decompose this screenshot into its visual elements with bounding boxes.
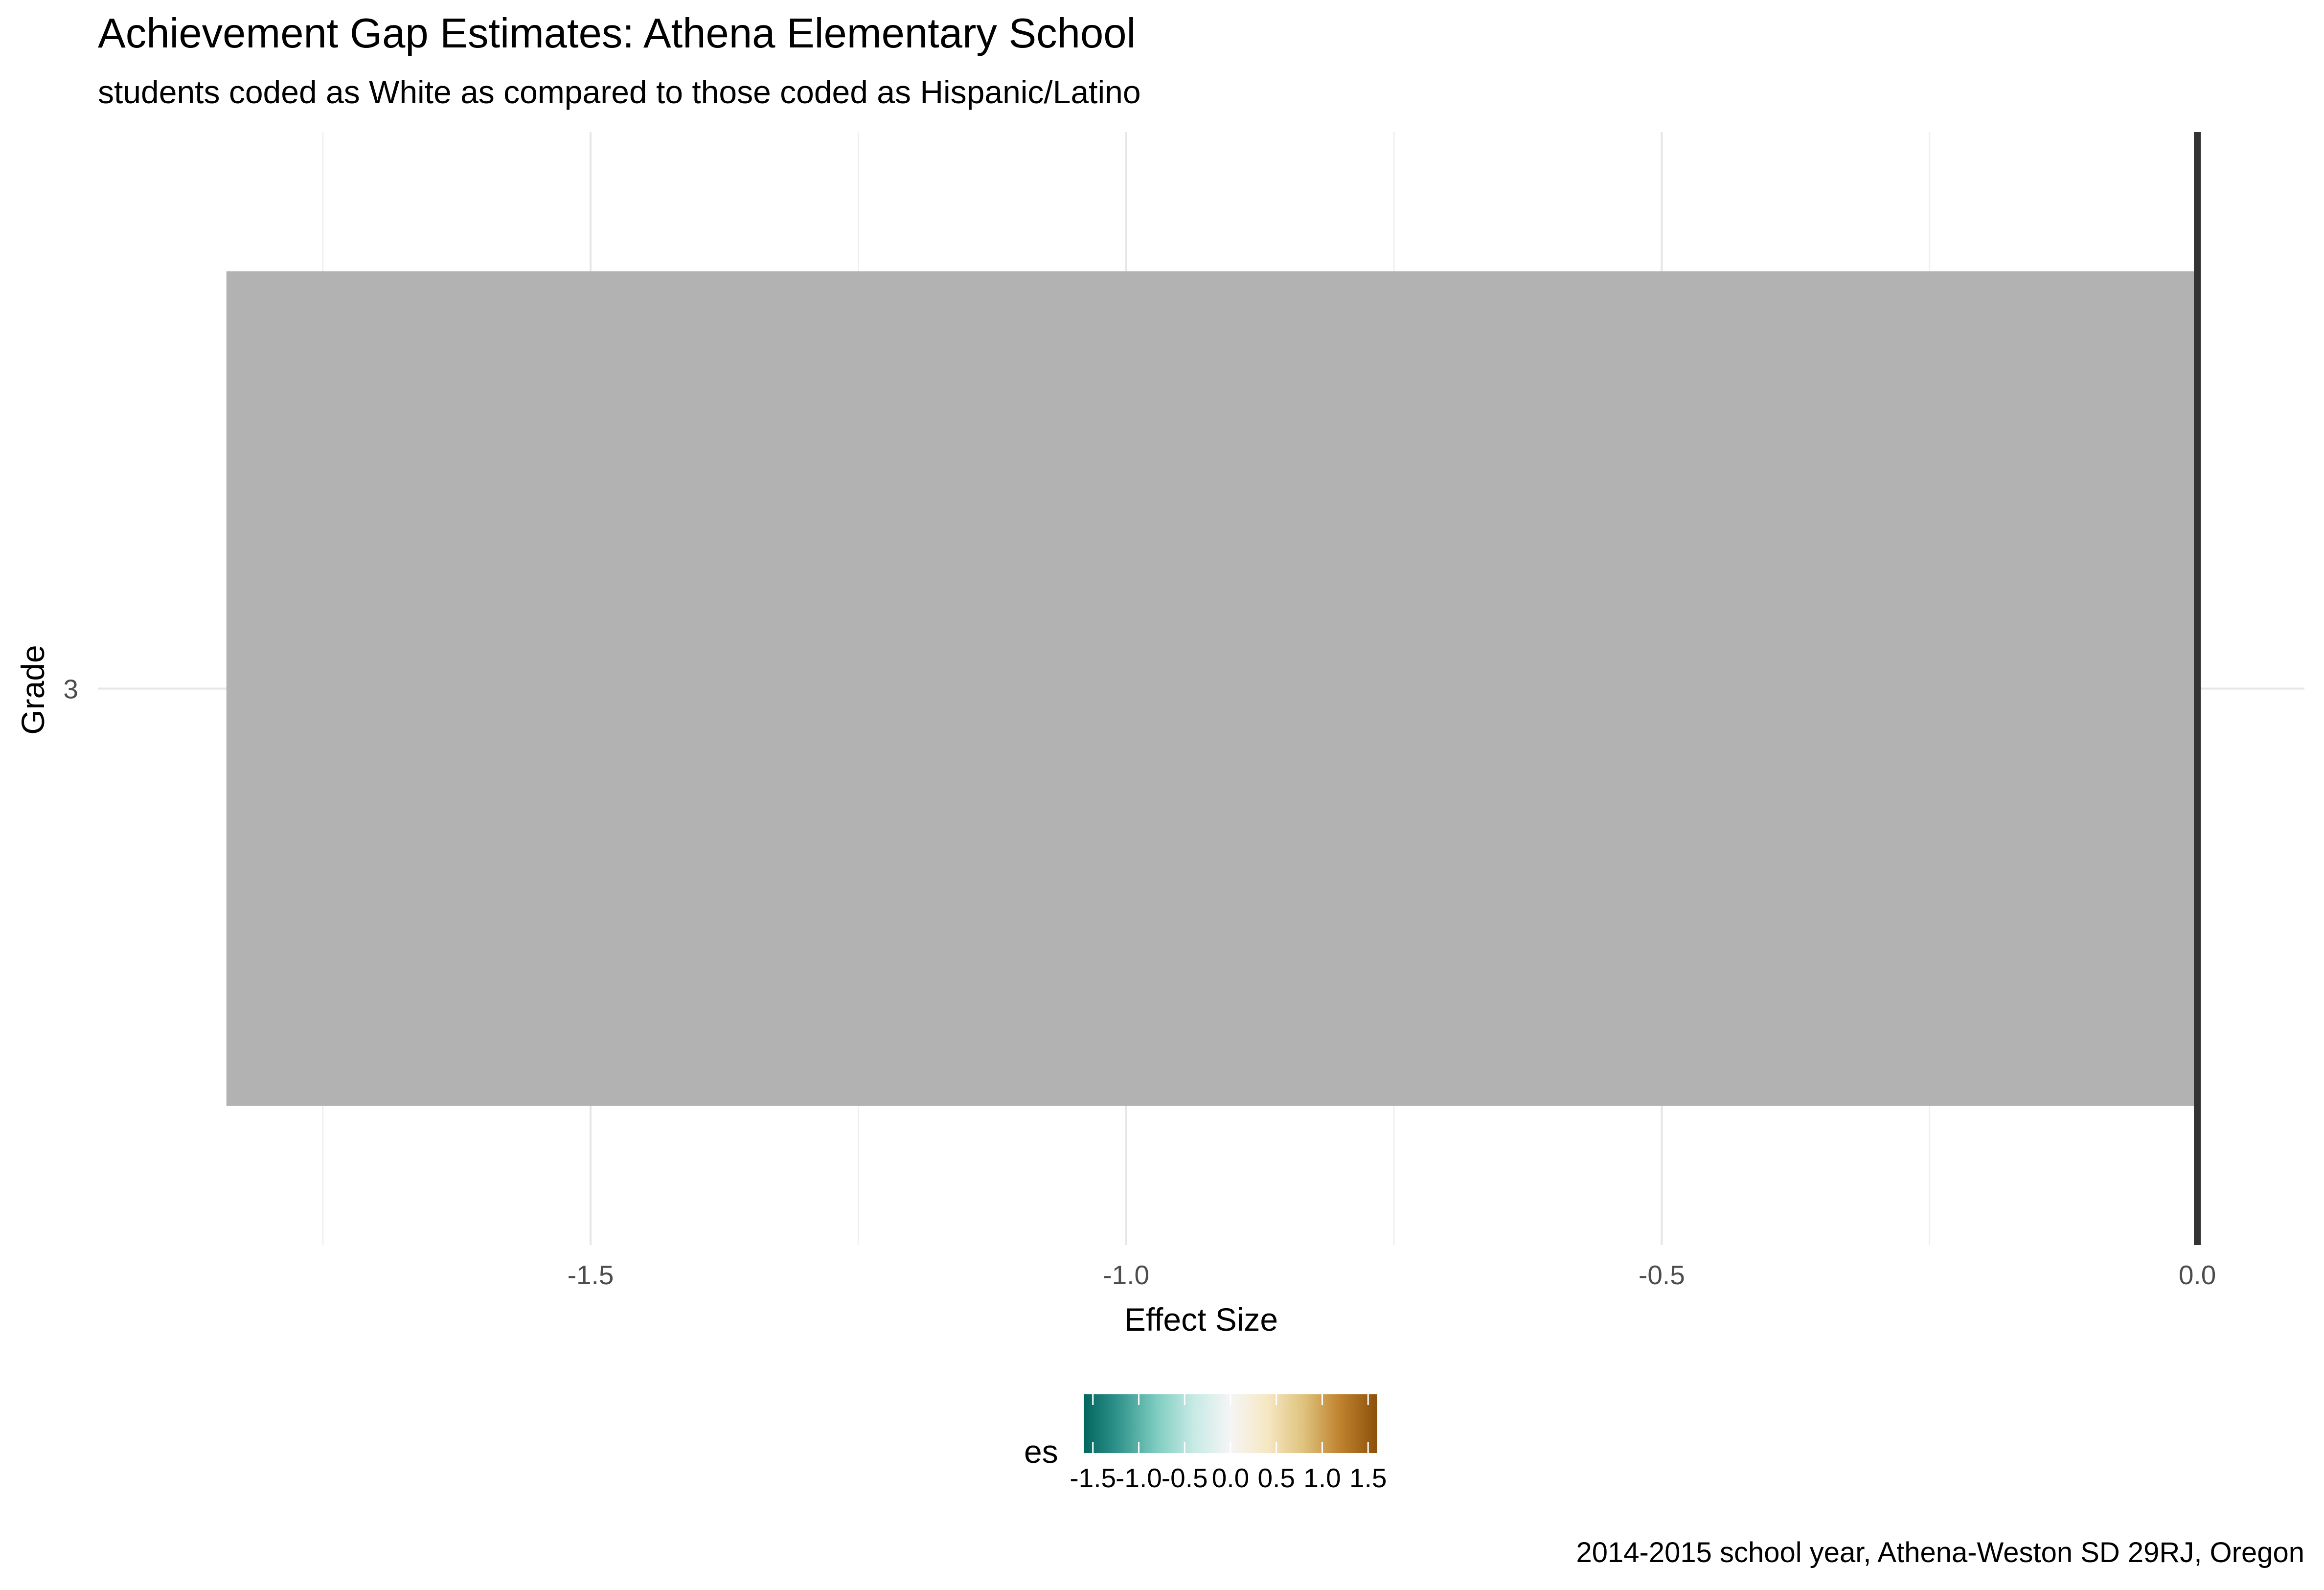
x-tick-label: -0.5 <box>1639 1260 1685 1290</box>
chart-subtitle: students coded as White as compared to t… <box>98 74 1141 110</box>
legend-tick-label: 0.5 <box>1258 1463 1295 1493</box>
x-tick-label: -1.0 <box>1103 1260 1149 1290</box>
bar-grade-3 <box>226 271 2198 1106</box>
y-axis-title: Grade <box>15 645 51 734</box>
legend-tick-label: -1.0 <box>1116 1463 1162 1493</box>
chart-caption: 2014-2015 school year, Athena-Weston SD … <box>1576 1537 2304 1568</box>
legend-title: es <box>1024 1433 1058 1470</box>
y-tick-labels: 3 <box>63 674 78 704</box>
x-tick-label: 0.0 <box>2179 1260 2216 1290</box>
x-tick-labels: -1.5 -1.0 -0.5 0.0 <box>568 1260 2216 1290</box>
legend-tick-label: 1.0 <box>1303 1463 1341 1493</box>
x-axis-title: Effect Size <box>1124 1301 1278 1338</box>
y-tick-label: 3 <box>63 674 78 704</box>
chart-title: Achievement Gap Estimates: Athena Elemen… <box>98 10 1136 57</box>
color-legend: es -1.5-1.0-0.5 0.0 0.5 1.0 1.5 <box>1024 1394 1387 1493</box>
legend-tick-label: -1.5 <box>1070 1463 1116 1493</box>
legend-tick-label: 1.5 <box>1349 1463 1387 1493</box>
x-tick-label: -1.5 <box>568 1260 614 1290</box>
legend-tick-label: -0.5 <box>1162 1463 1208 1493</box>
bar-layer <box>226 271 2198 1106</box>
legend-tick-label: 0.0 <box>1212 1463 1249 1493</box>
legend-ticks: -1.5-1.0-0.5 0.0 0.5 1.0 1.5 <box>1070 1394 1387 1493</box>
